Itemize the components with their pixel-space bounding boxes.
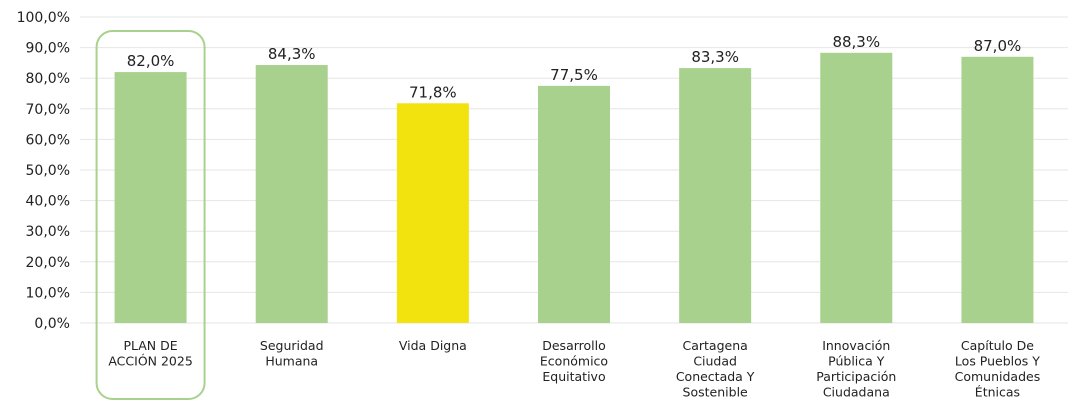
bar (538, 85, 610, 323)
category-label-line: ACCIÓN 2025 (108, 354, 192, 369)
category-label-line: Cartagena (682, 338, 747, 353)
category-label-line: Equitativo (542, 369, 605, 384)
data-label: 71,8% (409, 83, 457, 101)
y-tick-label: 50,0% (26, 163, 70, 179)
category-label: Innovación Pública Y Participación Ciudadan… (816, 338, 896, 400)
y-tick-label: 10,0% (26, 285, 70, 301)
y-tick-label: 70,0% (26, 102, 70, 118)
category-label-line: Seguridad (260, 338, 324, 353)
category-label-line: Comunidades (955, 369, 1041, 384)
category-label: Cartagena Ciudad Conectada Y Sostenible (676, 338, 755, 400)
y-axis-tick-labels: 0,0% 10,0% 20,0% 30,0% 40,0% 50,0% 60,0% 70,0% 8… (17, 10, 70, 332)
data-labels: 82,0% 84,3% 71,8% 77,5% 83,3% 88,3% 87,0% (127, 33, 1022, 101)
bar (114, 72, 187, 323)
y-tick-label: 80,0% (26, 71, 70, 87)
category-label-line: Sostenible (683, 385, 748, 400)
bar (820, 52, 893, 323)
y-tick-label: 0,0% (34, 316, 70, 332)
category-labels: PLAN DE ACCIÓN 2025 Seguridad Humana Vida Di… (108, 338, 1040, 400)
bar (255, 65, 328, 324)
y-tick-label: 60,0% (26, 132, 70, 148)
data-label: 83,3% (691, 48, 739, 66)
bar (961, 56, 1034, 323)
data-label: 84,3% (268, 45, 316, 63)
category-label: Vida Digna (399, 338, 467, 353)
category-label-line: Humana (265, 354, 318, 369)
y-tick-label: 90,0% (26, 41, 70, 57)
category-label-line: PLAN DE (123, 338, 177, 353)
bar (396, 103, 469, 324)
bar (679, 68, 752, 324)
data-label: 82,0% (127, 52, 175, 70)
category-label-line: Participación (816, 369, 896, 384)
category-label-line: Económico (540, 354, 608, 369)
bars (114, 52, 1034, 324)
category-label: Seguridad Humana (260, 338, 324, 369)
highlight-box (95, 30, 206, 400)
category-label-line: Vida Digna (399, 338, 467, 353)
y-tick-label: 30,0% (26, 224, 70, 240)
category-label: Desarrollo Económico Equitativo (540, 338, 608, 384)
category-label-line: Pública Y (828, 354, 885, 369)
category-label-line: Capítulo De (961, 338, 1034, 353)
category-label-line: Ciudad (693, 354, 737, 369)
category-label-line: Étnicas (975, 385, 1020, 400)
category-label-line: Ciudadana (823, 385, 890, 400)
data-label: 88,3% (832, 33, 880, 51)
y-tick-label: 40,0% (26, 194, 70, 210)
data-label: 77,5% (550, 66, 598, 84)
y-tick-label: 100,0% (17, 10, 70, 26)
category-label-line: Conectada Y (676, 369, 755, 384)
category-label-line: Innovación (822, 338, 890, 353)
data-label: 87,0% (974, 37, 1022, 55)
category-label: PLAN DE ACCIÓN 2025 (108, 338, 192, 369)
category-label-line: Desarrollo (542, 338, 606, 353)
y-tick-label: 20,0% (26, 255, 70, 271)
category-label: Capítulo De Los Pueblos Y Comunidades Étnic… (955, 338, 1041, 400)
category-label-line: Los Pueblos Y (955, 354, 1040, 369)
